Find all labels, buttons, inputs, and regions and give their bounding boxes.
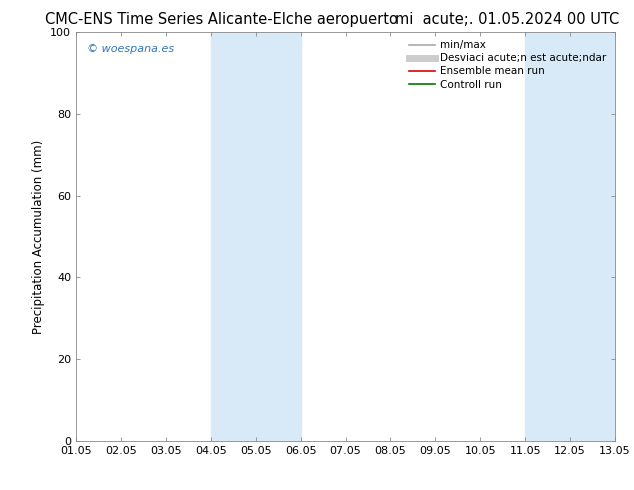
Bar — [256, 32, 301, 441]
Y-axis label: Precipitation Accumulation (mm): Precipitation Accumulation (mm) — [32, 139, 44, 334]
Text: CMC-ENS Time Series Alicante-Elche aeropuerto: CMC-ENS Time Series Alicante-Elche aerop… — [46, 12, 398, 27]
Bar — [570, 32, 615, 441]
Bar — [210, 32, 256, 441]
Text: mi  acute;. 01.05.2024 00 UTC: mi acute;. 01.05.2024 00 UTC — [395, 12, 619, 27]
Bar — [525, 32, 570, 441]
Text: © woespana.es: © woespana.es — [87, 44, 174, 54]
Legend: min/max, Desviaci acute;n est acute;ndar, Ensemble mean run, Controll run: min/max, Desviaci acute;n est acute;ndar… — [406, 37, 610, 93]
